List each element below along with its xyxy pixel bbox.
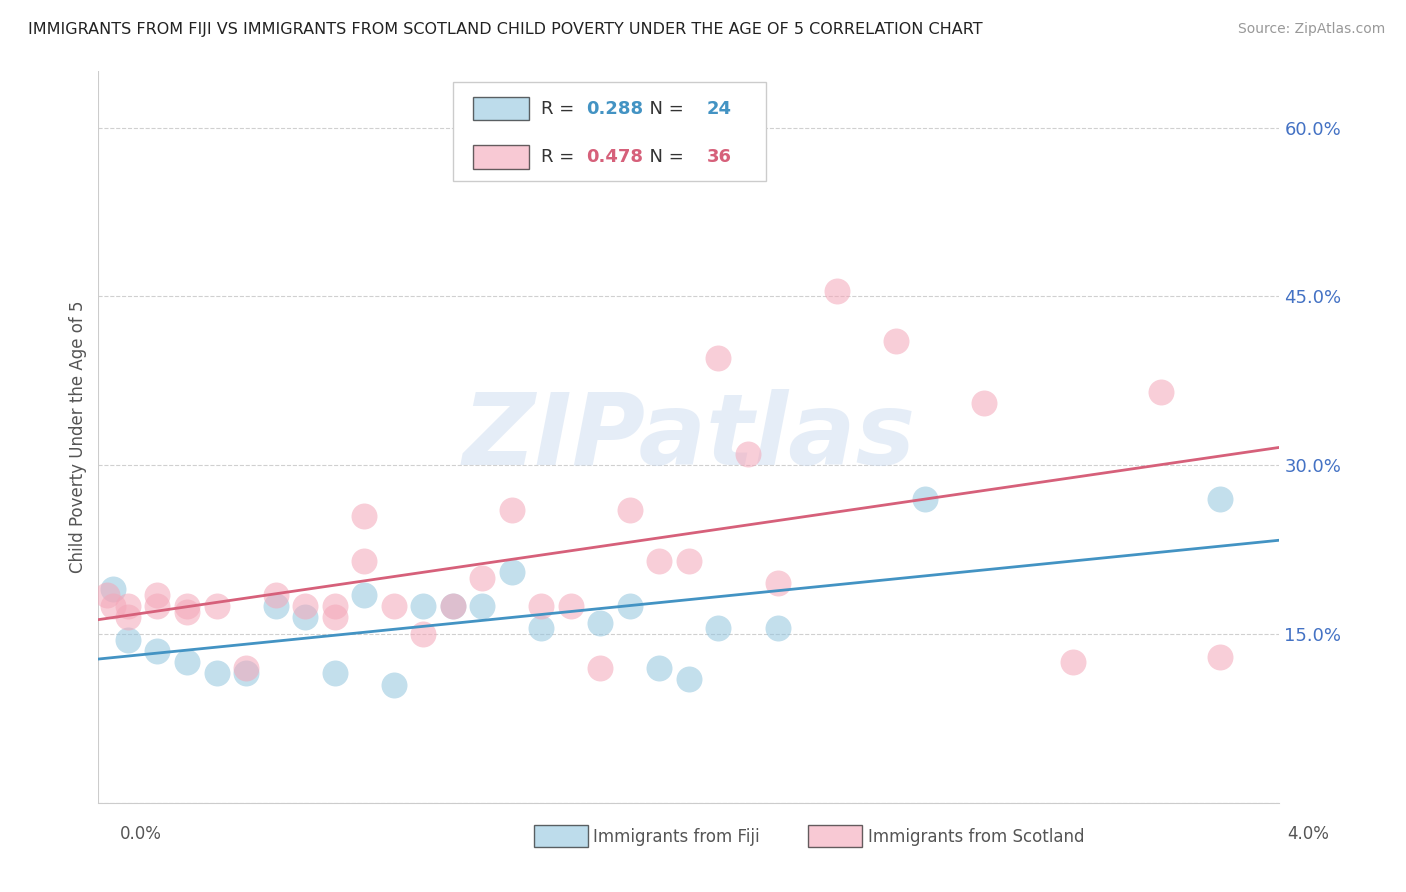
Text: 0.288: 0.288 xyxy=(586,100,644,118)
Text: 0.478: 0.478 xyxy=(586,148,643,166)
Point xyxy=(323,666,346,681)
Point xyxy=(825,284,848,298)
Point xyxy=(707,621,730,635)
Point xyxy=(441,599,464,613)
Point xyxy=(205,666,228,681)
Text: R =: R = xyxy=(541,100,581,118)
Point xyxy=(914,491,936,506)
Point xyxy=(1062,655,1084,669)
Text: 36: 36 xyxy=(707,148,731,166)
Point xyxy=(441,599,464,613)
Point xyxy=(264,599,287,613)
Point xyxy=(205,599,228,613)
Point xyxy=(560,599,582,613)
Point xyxy=(146,644,169,658)
Point xyxy=(678,672,700,686)
Point xyxy=(117,610,139,624)
Point xyxy=(648,661,671,675)
Text: Source: ZipAtlas.com: Source: ZipAtlas.com xyxy=(1237,22,1385,37)
Point xyxy=(501,503,523,517)
Point xyxy=(176,605,198,619)
Point xyxy=(589,615,612,630)
Point xyxy=(678,554,700,568)
Text: Immigrants from Scotland: Immigrants from Scotland xyxy=(868,828,1084,846)
Point xyxy=(589,661,612,675)
Text: 0.0%: 0.0% xyxy=(120,825,162,843)
Text: N =: N = xyxy=(638,100,690,118)
Point xyxy=(973,396,995,410)
Point xyxy=(146,588,169,602)
Point xyxy=(412,627,434,641)
Point xyxy=(323,610,346,624)
Point xyxy=(471,599,494,613)
Point xyxy=(737,447,759,461)
Point xyxy=(412,599,434,613)
Point xyxy=(1150,385,1173,400)
Point xyxy=(382,678,405,692)
Point xyxy=(235,661,257,675)
Point xyxy=(382,599,405,613)
Point xyxy=(117,632,139,647)
Point xyxy=(103,582,125,596)
Point xyxy=(530,621,553,635)
Point xyxy=(619,503,641,517)
Point xyxy=(1209,491,1232,506)
Point xyxy=(323,599,346,613)
Point xyxy=(353,554,375,568)
Point xyxy=(353,508,375,523)
Point xyxy=(766,621,789,635)
Point xyxy=(264,588,287,602)
Point xyxy=(648,554,671,568)
Point xyxy=(471,571,494,585)
Point xyxy=(117,599,139,613)
Text: R =: R = xyxy=(541,148,581,166)
Point xyxy=(530,599,553,613)
Point xyxy=(146,599,169,613)
Text: N =: N = xyxy=(638,148,690,166)
Text: 4.0%: 4.0% xyxy=(1286,825,1329,843)
Point xyxy=(294,610,316,624)
Point xyxy=(176,655,198,669)
Text: ZIPatlas: ZIPatlas xyxy=(463,389,915,485)
Point xyxy=(884,334,907,349)
Point xyxy=(707,351,730,366)
Text: 24: 24 xyxy=(707,100,731,118)
Point xyxy=(96,588,118,602)
Point xyxy=(766,576,789,591)
Point xyxy=(103,599,125,613)
Point xyxy=(619,599,641,613)
Y-axis label: Child Poverty Under the Age of 5: Child Poverty Under the Age of 5 xyxy=(69,301,87,574)
Text: IMMIGRANTS FROM FIJI VS IMMIGRANTS FROM SCOTLAND CHILD POVERTY UNDER THE AGE OF : IMMIGRANTS FROM FIJI VS IMMIGRANTS FROM … xyxy=(28,22,983,37)
Point xyxy=(294,599,316,613)
FancyBboxPatch shape xyxy=(472,97,530,120)
FancyBboxPatch shape xyxy=(472,145,530,169)
Point xyxy=(1209,649,1232,664)
FancyBboxPatch shape xyxy=(453,82,766,181)
Text: Immigrants from Fiji: Immigrants from Fiji xyxy=(593,828,761,846)
Point xyxy=(176,599,198,613)
Point xyxy=(501,565,523,579)
Point xyxy=(235,666,257,681)
Point xyxy=(353,588,375,602)
